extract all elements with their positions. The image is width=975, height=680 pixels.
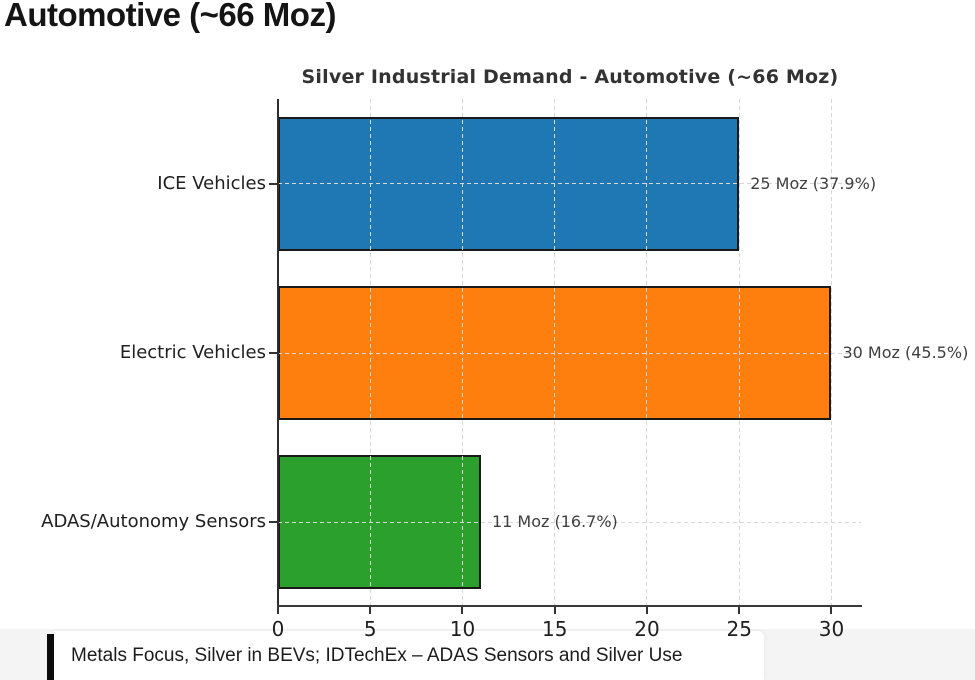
y-axis-spine	[277, 99, 279, 607]
bar-value-label: 30 Moz (45.5%)	[842, 343, 969, 362]
citation-accent-bar	[47, 634, 54, 680]
x-tick-label: 5	[363, 617, 377, 641]
x-tick-label: 15	[542, 617, 568, 641]
h-gridline	[278, 183, 861, 185]
bar-value-label: 25 Moz (37.9%)	[750, 173, 877, 193]
x-tick-mark	[369, 607, 372, 614]
page-title: Automotive (~66 Moz)	[4, 0, 336, 33]
plot-area: 25 Moz (37.9%) 30 Moz (45.5%) 11 Moz (16.7…	[269, 99, 968, 641]
h-gridline	[278, 521, 861, 523]
citation-text: Metals Focus, Silver in BEVs; IDTechEx –…	[71, 645, 683, 666]
y-axis-category-label: ICE Vehicles	[157, 172, 266, 194]
x-gridline	[461, 99, 463, 605]
x-tick-label: 20	[634, 617, 660, 641]
x-tick-mark	[738, 607, 741, 614]
chart-title: Silver Industrial Demand - Automotive (~…	[301, 66, 839, 88]
x-gridline	[830, 99, 832, 605]
x-tick-mark	[461, 607, 464, 614]
y-axis-labels: ICE Vehicles Electric Vehicles ADAS/Autono…	[0, 99, 266, 607]
x-gridline	[646, 99, 648, 605]
x-gridline	[369, 99, 371, 605]
h-gridline	[278, 352, 861, 354]
x-axis-spine	[277, 605, 862, 607]
bar-value-label: 11 Moz (16.7%)	[491, 512, 618, 532]
x-tick-label: 30	[818, 617, 845, 641]
x-tick-label: 25	[726, 617, 752, 641]
x-tick-mark	[645, 607, 648, 614]
x-tick-label: 0	[271, 617, 285, 641]
x-gridline	[554, 99, 556, 605]
y-tick-mark	[269, 521, 277, 524]
y-tick-mark	[269, 182, 277, 185]
x-tick-mark	[553, 607, 556, 614]
y-axis-category-label: Electric Vehicles	[119, 342, 266, 363]
x-tick-label: 10	[449, 617, 476, 641]
y-axis-category-label: ADAS/Autonomy Sensors	[41, 511, 266, 533]
x-gridline	[738, 99, 740, 605]
x-tick-mark	[277, 607, 279, 614]
x-tick-mark	[830, 607, 833, 614]
citation-box: Metals Focus, Silver in BEVs; IDTechEx –…	[54, 631, 764, 680]
y-tick-mark	[269, 352, 277, 354]
